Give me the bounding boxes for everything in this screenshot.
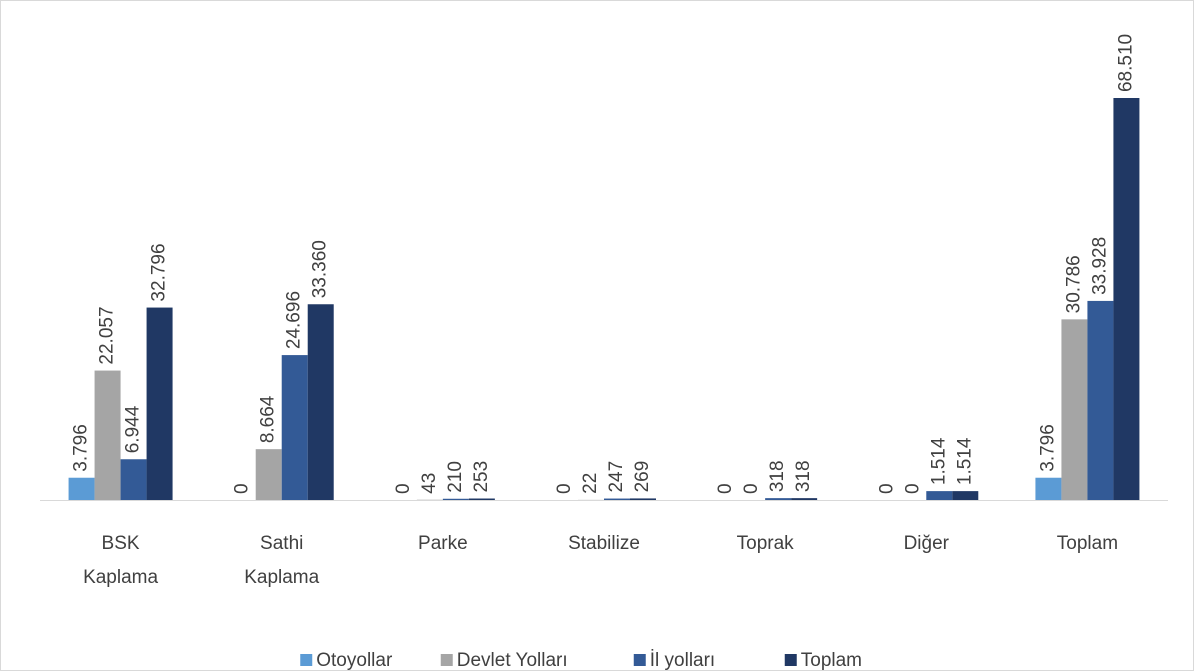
x-tick-label: Sathi Kaplama — [244, 533, 320, 588]
data-label: 30.786 — [1063, 255, 1084, 313]
bar — [146, 307, 173, 500]
x-tick-label: BSK Kaplama — [83, 533, 159, 588]
data-label: 0 — [554, 483, 575, 494]
data-label: 0 — [715, 483, 736, 494]
bar — [1087, 300, 1114, 500]
data-label: 210 — [445, 461, 466, 493]
data-label: 3.796 — [1037, 424, 1058, 472]
data-label: 6.944 — [123, 405, 144, 453]
data-label: 33.928 — [1089, 237, 1110, 295]
x-tick-label: Toplam — [1056, 533, 1119, 554]
bar — [604, 498, 630, 500]
legend-label: Otoyollar — [316, 650, 393, 671]
x-tick-label: Toprak — [736, 533, 794, 554]
bar — [442, 498, 469, 500]
data-label: 24.696 — [284, 291, 305, 349]
bar — [1113, 98, 1140, 500]
legend-swatch — [633, 654, 646, 666]
bar — [468, 498, 495, 500]
data-label: 68.510 — [1115, 34, 1136, 92]
data-label: 1.514 — [928, 437, 949, 485]
legend-label: Devlet Yolları — [457, 650, 568, 671]
legend-swatch — [440, 654, 453, 666]
legend-label: Toplam — [801, 650, 862, 671]
data-label: 0 — [393, 483, 414, 494]
bar — [926, 491, 953, 500]
legend-label: İl yolları — [650, 650, 715, 671]
data-label: 318 — [793, 460, 814, 492]
bar — [630, 498, 656, 500]
bar — [1061, 319, 1088, 500]
bar — [68, 477, 95, 500]
legend-swatch — [300, 654, 313, 666]
x-tick-label: Parke — [418, 533, 468, 554]
data-label: 22.057 — [97, 306, 118, 364]
bar — [255, 449, 282, 500]
bar — [791, 498, 818, 500]
data-label: 43 — [419, 473, 440, 494]
legend-swatch — [784, 654, 797, 666]
data-label: 247 — [606, 461, 627, 493]
data-label: 8.664 — [258, 395, 279, 443]
data-label: 1.514 — [954, 437, 975, 485]
data-label: 0 — [741, 483, 762, 494]
x-tick-label: Diğer — [903, 533, 949, 554]
bar — [765, 498, 792, 500]
data-label: 269 — [632, 461, 653, 493]
data-label: 0 — [232, 483, 253, 494]
bar — [1035, 477, 1062, 500]
bar — [94, 370, 121, 500]
bar — [307, 304, 334, 500]
data-label: 253 — [471, 461, 492, 493]
data-label: 32.796 — [149, 243, 170, 301]
bar — [281, 355, 308, 500]
data-label: 3.796 — [71, 424, 92, 472]
x-tick-label: Stabilize — [568, 533, 640, 554]
data-label: 0 — [876, 483, 897, 494]
bar — [952, 491, 979, 500]
data-label: 22 — [580, 473, 601, 494]
bar — [120, 459, 147, 500]
data-label: 0 — [902, 483, 923, 494]
data-label: 33.360 — [310, 240, 331, 298]
data-label: 318 — [767, 460, 788, 492]
